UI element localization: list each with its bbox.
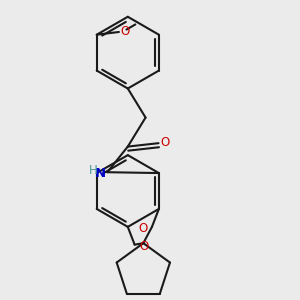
- Text: O: O: [139, 240, 148, 253]
- Text: O: O: [138, 222, 148, 235]
- Text: H: H: [88, 164, 97, 177]
- Text: N: N: [94, 167, 106, 180]
- Text: O: O: [120, 25, 130, 38]
- Text: O: O: [160, 136, 170, 149]
